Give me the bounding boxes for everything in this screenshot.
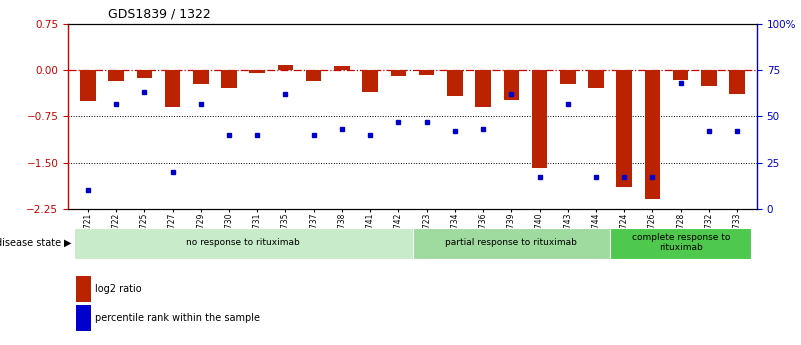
Bar	[475, 70, 491, 107]
FancyBboxPatch shape	[74, 228, 413, 259]
Bar	[221, 70, 237, 88]
Bar	[108, 70, 124, 81]
Bar	[80, 70, 95, 101]
Bar	[193, 70, 208, 84]
Bar	[391, 70, 406, 77]
Bar	[278, 65, 293, 70]
Text: GDS1839 / 1322: GDS1839 / 1322	[108, 8, 211, 21]
Bar	[249, 70, 265, 73]
Text: ▶: ▶	[64, 238, 71, 248]
Bar	[560, 70, 576, 84]
Bar	[588, 70, 604, 88]
Bar	[701, 70, 717, 86]
Bar	[532, 70, 547, 168]
Bar	[504, 70, 519, 100]
FancyBboxPatch shape	[413, 228, 610, 259]
Text: log2 ratio: log2 ratio	[95, 284, 142, 294]
Bar	[165, 70, 180, 107]
Bar	[334, 66, 350, 70]
Text: no response to rituximab: no response to rituximab	[187, 238, 300, 247]
FancyBboxPatch shape	[610, 228, 751, 259]
Bar	[673, 70, 689, 79]
Bar	[362, 70, 378, 92]
Text: complete response to
rituximab: complete response to rituximab	[631, 233, 730, 252]
Bar	[645, 70, 660, 199]
Bar	[306, 70, 321, 81]
Text: percentile rank within the sample: percentile rank within the sample	[95, 313, 260, 323]
Text: partial response to rituximab: partial response to rituximab	[445, 238, 578, 247]
Bar	[419, 70, 434, 75]
Text: disease state: disease state	[0, 238, 64, 248]
Bar	[136, 70, 152, 78]
Bar	[730, 70, 745, 94]
Bar	[447, 70, 463, 96]
Bar	[617, 70, 632, 187]
